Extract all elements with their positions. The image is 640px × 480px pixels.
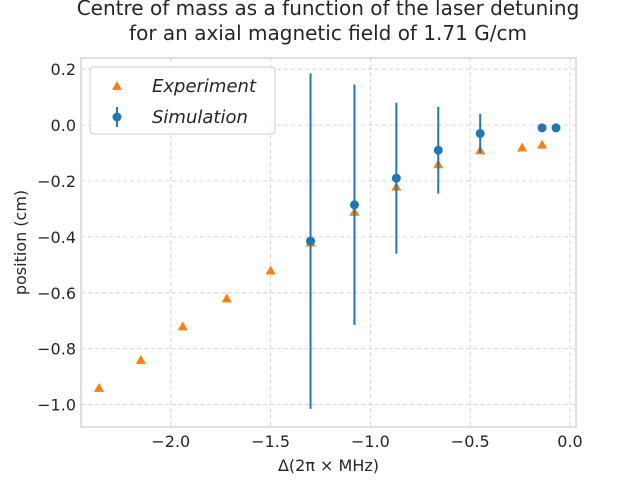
y-tick-label: 0.0 [51,116,76,135]
title-line-2: for an axial magnetic field of 1.71 G/cm [129,21,527,45]
x-axis-ticks: −2.0 −1.5 −1.0 −0.5 0.0 [151,432,582,451]
chart-title: Centre of mass as a function of the lase… [77,0,580,45]
legend: Experiment Simulation [89,66,276,135]
data-point [135,354,146,364]
y-tick-label: −0.2 [37,172,76,191]
data-point [265,265,276,275]
title-line-1: Centre of mass as a function of the lase… [77,0,580,20]
y-tick-label: −0.6 [37,284,76,303]
data-point [391,173,401,183]
x-tick-label: −1.5 [251,432,290,451]
plot-frame [80,57,577,428]
y-axis-label: position (cm) [11,190,30,295]
data-point [306,236,316,246]
legend-box [89,66,276,135]
data-point [349,200,359,210]
grid [81,58,576,427]
legend-marker-simulation [112,112,122,122]
data-point [517,142,528,152]
series-simulation [306,73,561,409]
legend-label-simulation: Simulation [152,107,248,128]
data-point [537,139,548,149]
data-point [551,123,561,133]
data-point [433,145,443,155]
data-point [177,321,188,331]
x-axis-label: Δ(2π × MHz) [278,456,379,475]
x-tick-label: −2.0 [151,432,190,451]
y-tick-label: −0.8 [37,340,76,359]
x-tick-label: 0.0 [557,432,582,451]
y-tick-label: 0.2 [51,60,76,79]
x-tick-label: −0.5 [451,432,490,451]
x-tick-label: −1.0 [351,432,390,451]
series-experiment [93,139,548,392]
legend-marker-experiment [112,81,122,90]
data-point [93,382,104,392]
data-point [537,123,547,133]
y-tick-label: −1.0 [37,396,76,415]
data-point [221,293,232,303]
series [93,73,561,409]
y-tick-label: −0.4 [37,228,76,247]
legend-label-experiment: Experiment [152,76,257,97]
data-point [475,128,485,138]
y-axis-ticks: 0.2 0.0 −0.2 −0.4 −0.6 −0.8 −1.0 [37,60,76,414]
